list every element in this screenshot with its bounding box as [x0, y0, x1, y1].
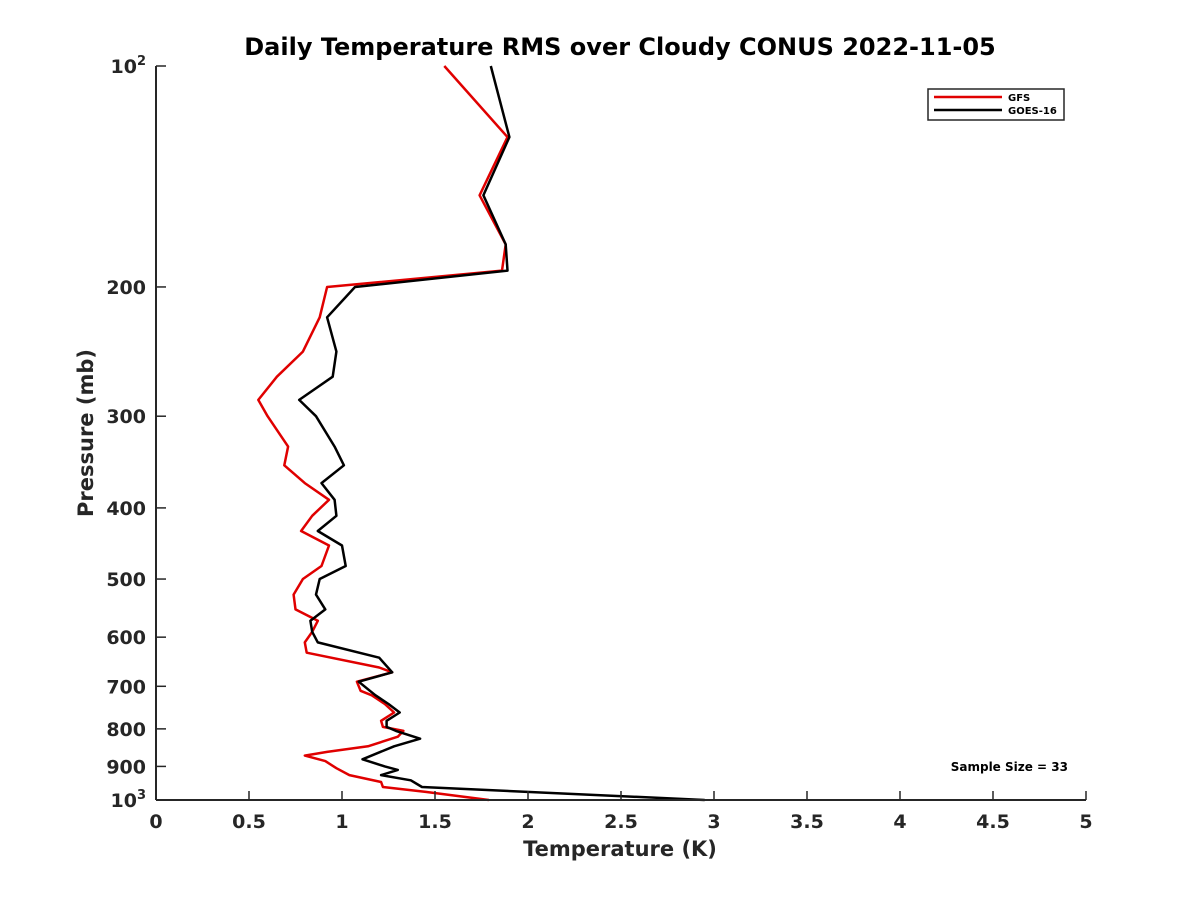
- legend-label-gfs: GFS: [1008, 93, 1030, 104]
- x-tick-label: 4.5: [976, 811, 1010, 833]
- legend: GFS GOES-16: [927, 88, 1065, 121]
- y-tick-label: 102: [111, 54, 147, 78]
- x-tick-label: 2.5: [604, 811, 638, 833]
- x-tick-label: 0.5: [232, 811, 266, 833]
- x-tick-label: 3: [707, 811, 720, 833]
- x-tick-label: 3.5: [790, 811, 824, 833]
- x-tick-label: 0: [149, 811, 162, 833]
- y-tick-label: 400: [106, 498, 146, 520]
- x-tick-label: 1.5: [418, 811, 452, 833]
- y-tick-label: 300: [106, 406, 146, 428]
- legend-box: [927, 88, 1065, 121]
- y-tick-label: 200: [106, 277, 146, 299]
- plot-series: [257, 65, 705, 802]
- series-line-goes16: [297, 65, 705, 802]
- x-tick-label: 5: [1079, 811, 1092, 833]
- x-axis-label: Temperature (K): [523, 837, 717, 861]
- y-tick-label: 103: [111, 788, 147, 812]
- y-tick-label: 900: [106, 756, 146, 778]
- y-axis-label: Pressure (mb): [74, 349, 98, 517]
- y-tick-label: 600: [106, 627, 146, 649]
- sample-size-annotation: Sample Size = 33: [951, 760, 1068, 774]
- y-tick-label: 700: [106, 676, 146, 698]
- y-tick-label: 800: [106, 719, 146, 741]
- x-tick-label: 2: [521, 811, 534, 833]
- y-tick-label: 500: [106, 569, 146, 591]
- x-axis-ticks: 0 0.5 1 1.5 2 2.5 3 3.5 4 4.5 5: [149, 791, 1093, 833]
- y-axis-ticks: 102 200 300 400 500 600 700 800 900 103: [106, 54, 166, 812]
- chart-title: Daily Temperature RMS over Cloudy CONUS …: [244, 33, 996, 61]
- x-tick-label: 4: [893, 811, 906, 833]
- series-line-gfs: [257, 65, 509, 802]
- legend-label-goes16: GOES-16: [1008, 106, 1057, 117]
- x-tick-label: 1: [335, 811, 348, 833]
